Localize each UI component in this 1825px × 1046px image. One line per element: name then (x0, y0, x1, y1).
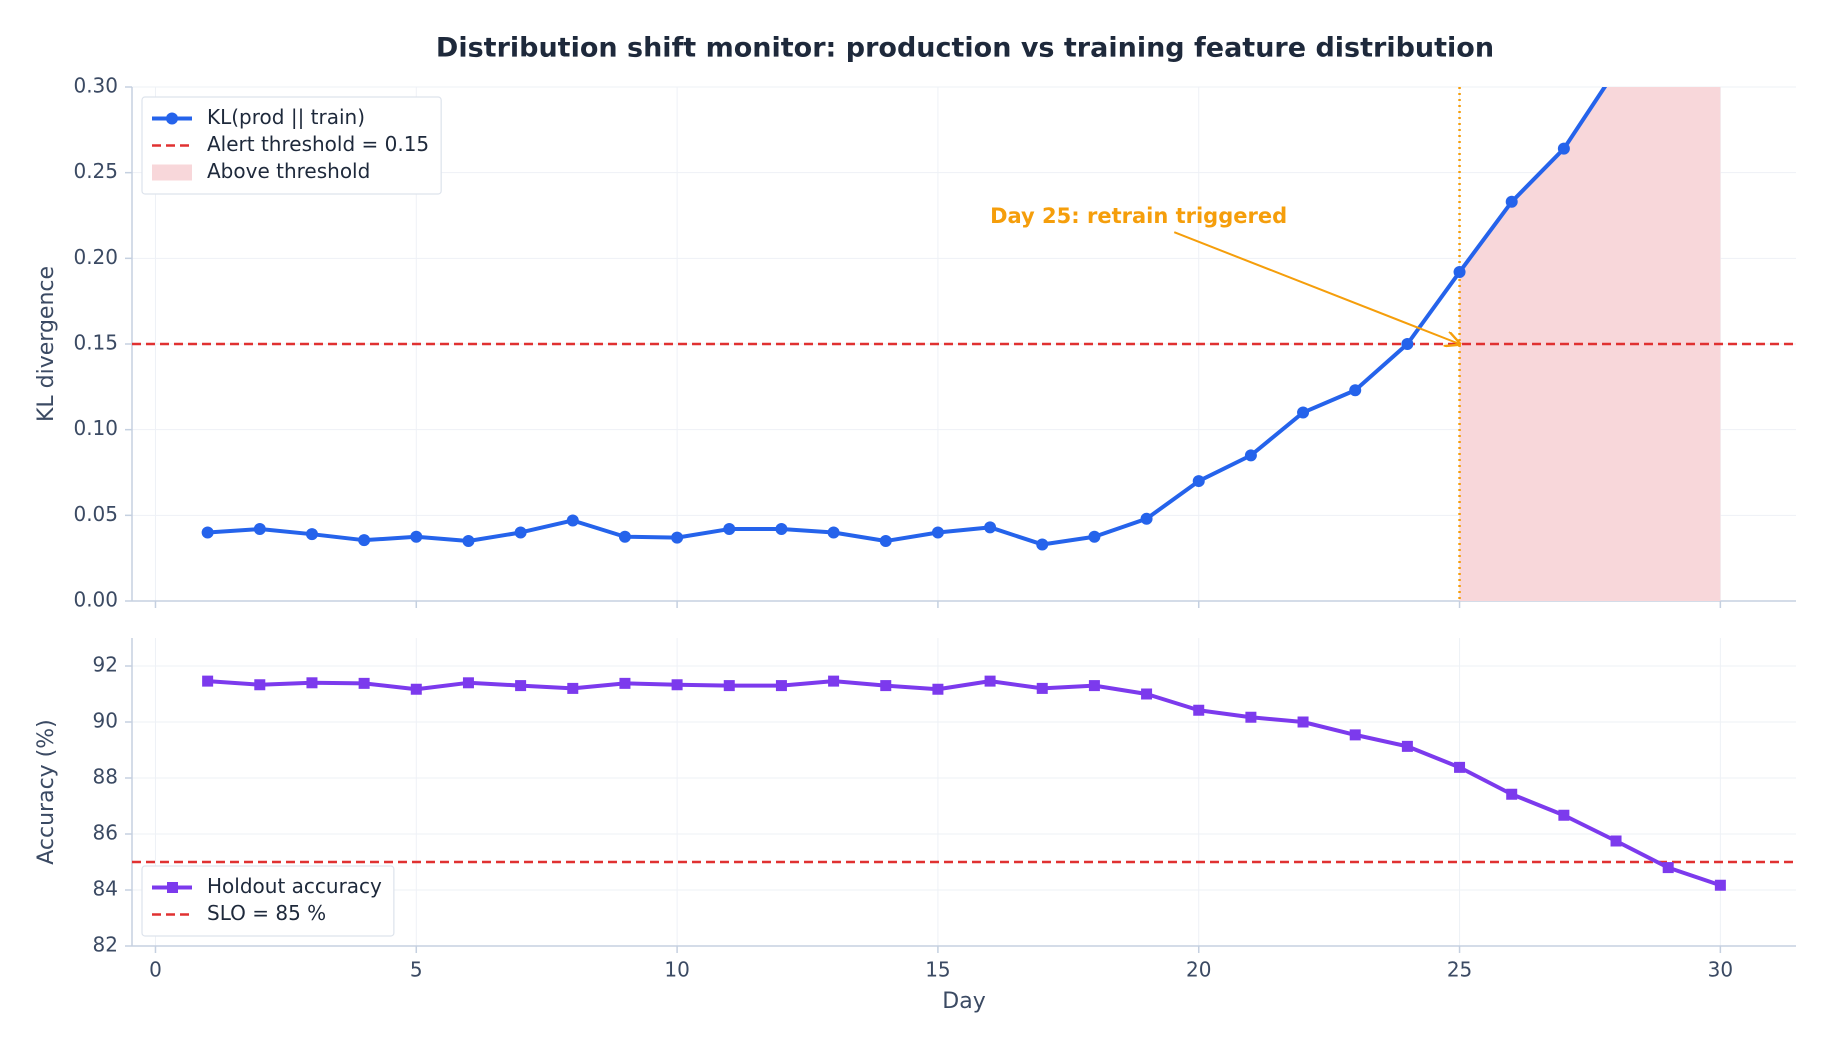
data-point (879, 535, 892, 548)
data-point (1558, 809, 1570, 821)
data-point (567, 682, 579, 694)
data-point (1297, 406, 1310, 419)
y-tick-label: 92 (93, 653, 118, 677)
data-point (618, 530, 631, 543)
data-point (1505, 195, 1518, 208)
x-tick-label: 5 (410, 958, 423, 982)
data-point (880, 680, 892, 692)
x-axis-label: Day (942, 989, 985, 1014)
data-point (1140, 512, 1153, 525)
data-point (305, 528, 318, 541)
x-tick-label: 0 (149, 958, 162, 982)
data-point (1297, 716, 1309, 728)
data-point (671, 531, 684, 544)
data-point (723, 680, 735, 692)
x-tick-label: 15 (925, 958, 950, 982)
y-axis-label: Accuracy (%) (34, 719, 59, 865)
data-point (1192, 475, 1205, 488)
legend-swatch (152, 164, 192, 181)
data-point (984, 521, 997, 534)
y-tick-label: 82 (93, 933, 118, 957)
data-point (1453, 266, 1466, 279)
data-point (1714, 879, 1726, 891)
legend-label: Alert threshold = 0.15 (207, 132, 429, 156)
data-point (201, 526, 214, 539)
legend-swatch (166, 112, 178, 125)
data-point (358, 677, 370, 689)
data-point (306, 677, 318, 689)
data-point (1141, 688, 1153, 700)
series-line (207, 679, 1722, 888)
y-tick-label: 0.25 (73, 159, 118, 183)
data-point (566, 514, 579, 527)
y-tick-label: 84 (93, 877, 118, 901)
legend-label: Above threshold (207, 159, 370, 183)
y-axis-label: KL divergence (34, 266, 59, 422)
data-point (410, 530, 423, 543)
data-point (514, 526, 527, 539)
data-point (1610, 64, 1622, 76)
data-point (462, 535, 475, 548)
data-point (1401, 338, 1414, 350)
data-point (253, 523, 266, 536)
data-point (1662, 862, 1674, 874)
data-point (1245, 711, 1257, 723)
legend-swatch (167, 882, 178, 893)
y-tick-label: 0.10 (73, 416, 118, 440)
x-tick-label: 25 (1447, 958, 1472, 982)
data-point (827, 526, 840, 539)
y-tick-label: 0.30 (73, 74, 118, 98)
y-tick-label: 90 (93, 709, 118, 733)
data-point (932, 683, 944, 695)
data-point (984, 675, 996, 687)
data-point (723, 523, 736, 536)
chart-title: Distribution shift monitor: production v… (436, 33, 1494, 64)
annotation-arrow (1173, 231, 1459, 344)
data-point (1088, 680, 1100, 692)
y-tick-label: 0.00 (73, 588, 118, 612)
data-point (254, 679, 266, 691)
data-point (1036, 682, 1048, 694)
x-tick-label: 10 (664, 958, 689, 982)
data-point (410, 683, 422, 695)
data-point (1036, 538, 1049, 551)
x-tick-label: 30 (1708, 958, 1733, 982)
annotation-text: Day 25: retrain triggered (990, 204, 1287, 228)
x-tick-label: 20 (1186, 958, 1211, 982)
data-point (671, 679, 683, 691)
y-tick-label: 0.15 (73, 331, 118, 355)
y-tick-label: 0.20 (73, 245, 118, 269)
y-tick-label: 88 (93, 765, 118, 789)
y-tick-label: 86 (93, 821, 118, 845)
data-point (1349, 384, 1362, 397)
legend-label: SLO = 85 % (207, 901, 326, 925)
legend-label: Holdout accuracy (207, 874, 382, 898)
data-point (1557, 142, 1570, 155)
series-line (207, 87, 1608, 547)
data-point (1193, 704, 1205, 716)
legend-box (141, 96, 442, 195)
data-point (1454, 761, 1466, 773)
data-point (1349, 729, 1361, 741)
data-point (1244, 449, 1257, 462)
data-point (462, 677, 474, 689)
data-point (619, 677, 631, 689)
data-point (1506, 788, 1518, 800)
data-point (931, 526, 944, 539)
legend-box (141, 865, 395, 937)
data-point (358, 534, 371, 547)
y-tick-label: 0.05 (73, 502, 118, 526)
data-point (515, 680, 527, 692)
data-point (775, 523, 788, 536)
shade-area (1459, 87, 1721, 601)
data-point (202, 675, 214, 687)
data-point (1610, 835, 1622, 847)
data-point (775, 680, 787, 692)
legend-label: KL(prod || train) (207, 105, 365, 129)
data-point (1401, 740, 1413, 752)
data-point (1088, 530, 1101, 543)
data-point (828, 675, 840, 687)
